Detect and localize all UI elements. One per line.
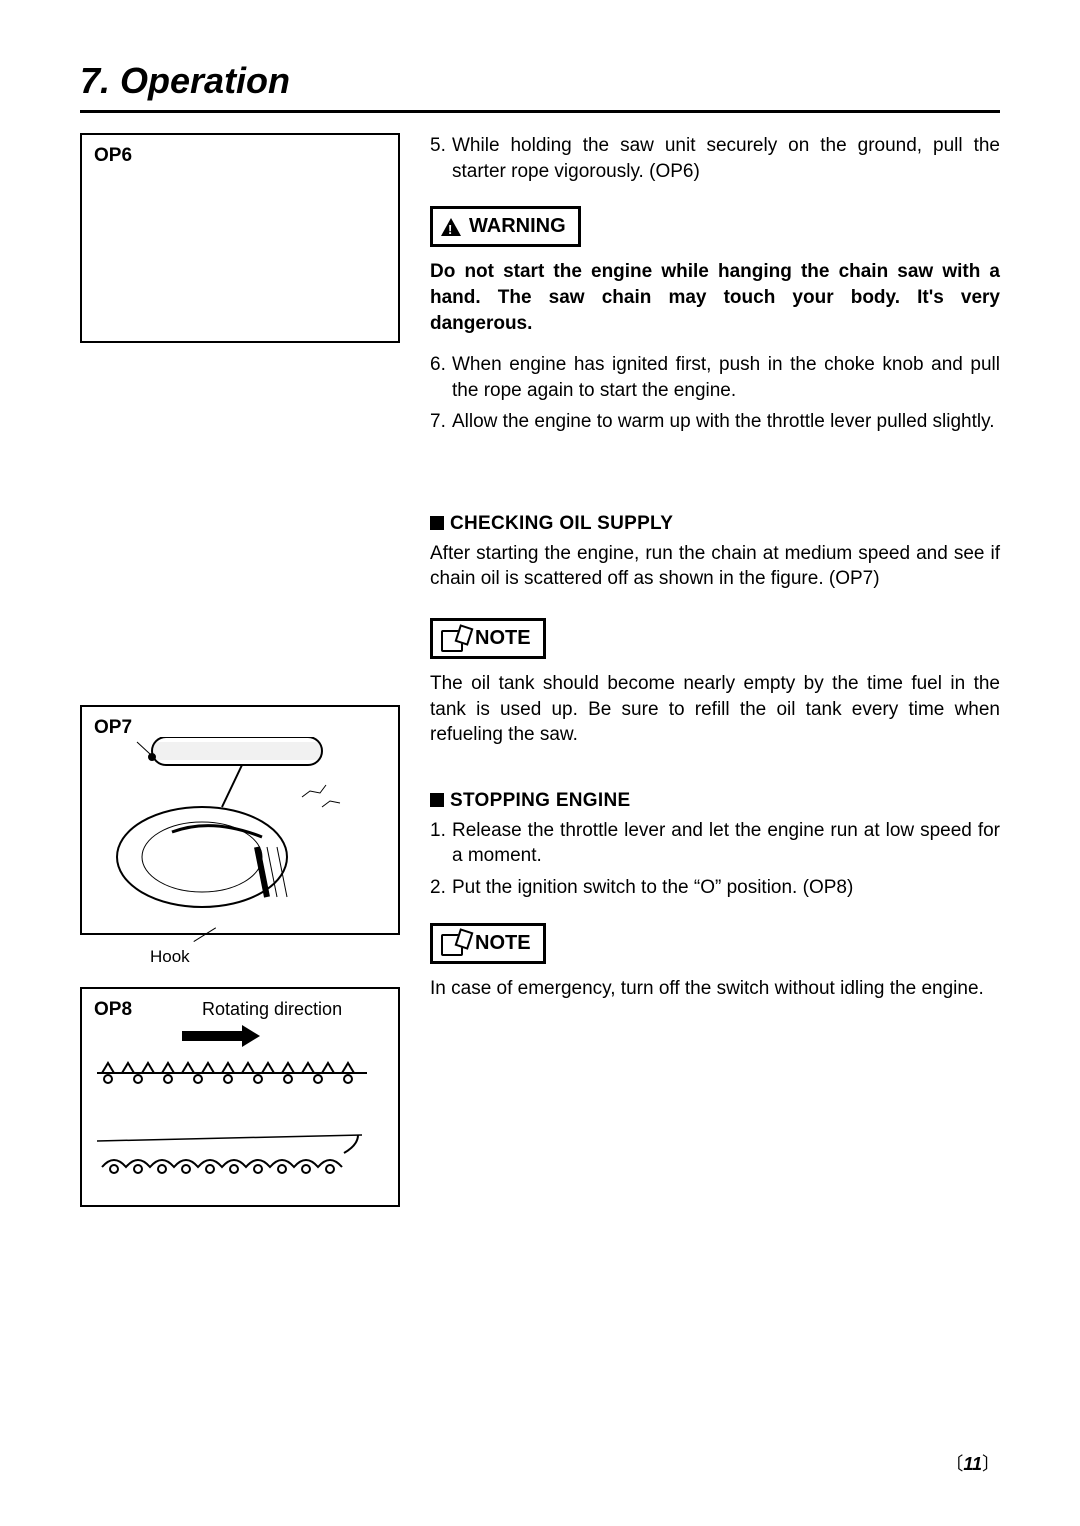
note2-text: In case of emergency, turn off the switc… [430,976,1000,1002]
step-text: While holding the saw unit securely on t… [452,133,1000,184]
section-head-text: STOPPING ENGINE [450,790,630,811]
chain-top [92,1051,382,1091]
stop-step-1: 1. Release the throttle lever and let th… [430,818,1000,869]
note1-text: The oil tank should become nearly empty … [430,671,1000,748]
section-checking-oil: CHECKING OIL SUPPLY [430,511,1000,537]
bracket-close: 〕 [982,1454,1000,1474]
note-box-2: NOTE [430,923,546,964]
oil-text: After starting the engine, run the chain… [430,541,1000,592]
note-icon [441,628,469,650]
note-icon [441,932,469,954]
step-7: 7. Allow the engine to warm up with the … [430,409,1000,435]
content-columns: OP6 OP7 [80,133,1000,1219]
step-text: When engine has ignited first, push in t… [452,352,1000,403]
hook-label: Hook [150,947,400,967]
chainsaw-illustration [92,737,382,927]
step-number: 6. [430,352,452,403]
stop-step-2: 2. Put the ignition switch to the “O” po… [430,875,1000,901]
step-text: Put the ignition switch to the “O” posit… [452,875,1000,901]
step-6: 6. When engine has ignited first, push i… [430,352,1000,403]
square-bullet-icon [430,793,444,807]
figure-label-op6: OP6 [94,145,386,167]
note-box-1: NOTE [430,618,546,659]
warning-text: Do not start the engine while hanging th… [430,259,1000,336]
figure-op6: OP6 [80,133,400,343]
warning-box: WARNING [430,206,581,247]
step-number: 7. [430,409,452,435]
step-number: 1. [430,818,452,869]
figure-op8: OP8 Rotating direction [80,987,400,1207]
rotating-direction-label: Rotating direction [202,999,342,1020]
page-num-value: 11 [963,1454,982,1474]
section-head-text: CHECKING OIL SUPPLY [450,513,673,534]
note-label: NOTE [475,625,531,652]
note-label: NOTE [475,930,531,957]
square-bullet-icon [430,516,444,530]
title-rule [80,110,1000,113]
chapter-title: 7. Operation [80,60,1000,102]
right-column: 5. While holding the saw unit securely o… [430,133,1000,1219]
step-text: Allow the engine to warm up with the thr… [452,409,1000,435]
step-text: Release the throttle lever and let the e… [452,818,1000,869]
warning-icon [441,218,461,236]
figure-label-op7: OP7 [94,717,386,739]
left-column: OP6 OP7 [80,133,400,1219]
step-number: 2. [430,875,452,901]
bracket-open: 〔 [945,1454,963,1474]
step-number: 5. [430,133,452,184]
step-5: 5. While holding the saw unit securely o… [430,133,1000,184]
warning-label: WARNING [469,213,566,240]
chain-bottom [92,1129,382,1179]
section-stopping-engine: STOPPING ENGINE [430,788,1000,814]
figure-op7: OP7 [80,705,400,935]
page-number: 〔11〕 [945,1450,1000,1476]
